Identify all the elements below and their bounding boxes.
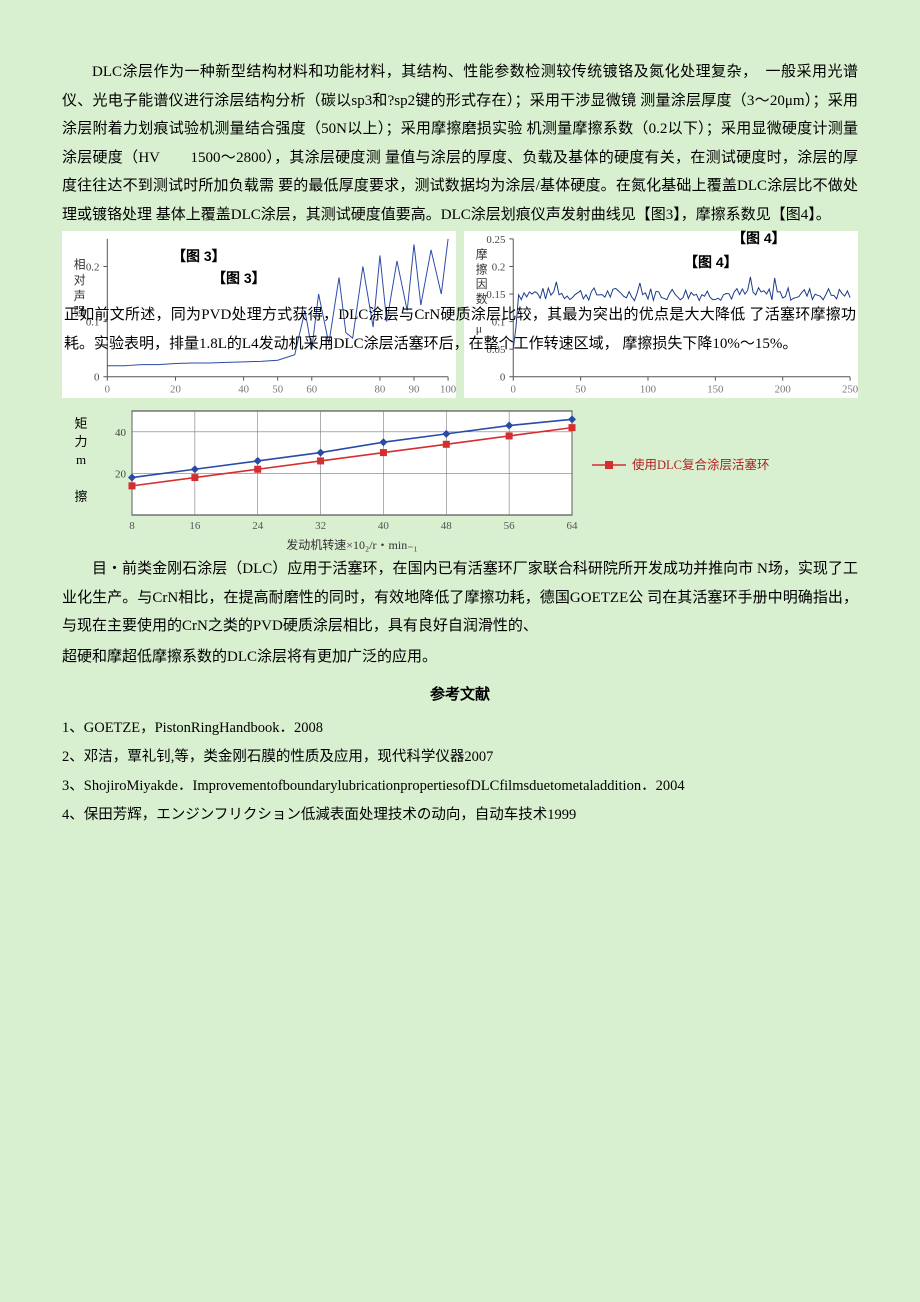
svg-text:50: 50: [575, 384, 586, 396]
svg-text:60: 60: [306, 384, 317, 396]
svg-text:90: 90: [409, 384, 420, 396]
figure-5-ylabel: 矩 力 m 擦: [68, 415, 94, 506]
svg-text:48: 48: [441, 520, 453, 532]
svg-text:0: 0: [94, 372, 99, 384]
svg-text:8: 8: [129, 520, 135, 532]
svg-text:16: 16: [189, 520, 201, 532]
svg-text:0.25: 0.25: [486, 234, 505, 246]
figure-5: 矩 力 m 擦 20 40 8 16 24 32 40 48 56 64 发动机转速×10₂/r・m…: [62, 405, 858, 555]
figure-3-label-dup: 【图 3】: [212, 265, 266, 292]
svg-text:0.2: 0.2: [86, 261, 100, 273]
svg-text:50: 50: [272, 384, 283, 396]
svg-text:发动机转速×10₂/r・min₋₁: 发动机转速×10₂/r・min₋₁: [286, 537, 417, 552]
figures-row: 00.10.20204050608090100相对声强载荷P/N 【图 3】 【…: [62, 231, 858, 401]
svg-text:150: 150: [707, 384, 723, 396]
reference-3: 3、ShojiroMiyakde．Improvementofboundarylu…: [62, 772, 858, 801]
svg-text:56: 56: [504, 520, 515, 532]
svg-text:0: 0: [500, 372, 505, 384]
svg-text:24: 24: [252, 520, 264, 532]
svg-text:因: 因: [476, 277, 488, 291]
figure-4-label-dup: 【图 4】: [684, 249, 738, 276]
paragraph-1: DLC涂层作为一种新型结构材料和功能材料，其结构、性能参数检测较传统镀铬及氮化处…: [62, 58, 858, 229]
reference-2: 2、邓洁，覃礼钊,等，类金刚石膜的性质及应用，现代科学仪器2007: [62, 743, 858, 772]
svg-text:250: 250: [842, 384, 858, 396]
reference-4: 4、保田芳辉，エンジンフリクション低減表面处理技术の动向，自动车技术1999: [62, 801, 858, 830]
svg-text:20: 20: [115, 468, 127, 480]
paragraph-3a: 目・前类金刚石涂层（DLC）应用于活塞环，在国内已有活塞环厂家联合科研院所开发成…: [62, 555, 858, 641]
paragraph-overlay: 正如前文所述，同为PVD处理方式获得，DLC涂层与CrN硬质涂层比较，其最为突出…: [62, 301, 858, 358]
references-heading: 参考文献: [62, 681, 858, 710]
svg-text:40: 40: [378, 520, 390, 532]
svg-text:摩: 摩: [476, 248, 488, 262]
svg-text:80: 80: [375, 384, 386, 396]
reference-1: 1、GOETZE，PistonRingHandbook．2008: [62, 714, 858, 743]
svg-text:对: 对: [74, 273, 86, 287]
svg-text:200: 200: [775, 384, 791, 396]
svg-text:40: 40: [238, 384, 249, 396]
figure-4-label: 【图 4】: [732, 225, 786, 252]
svg-text:32: 32: [315, 520, 326, 532]
svg-text:0: 0: [105, 384, 110, 396]
svg-text:64: 64: [567, 520, 579, 532]
svg-text:100: 100: [440, 384, 456, 396]
svg-text:0.15: 0.15: [486, 289, 505, 301]
svg-text:使用DLC复合涂层活塞环: 使用DLC复合涂层活塞环: [632, 457, 770, 472]
svg-text:100: 100: [640, 384, 656, 396]
svg-text:相: 相: [74, 257, 86, 271]
svg-text:20: 20: [170, 384, 181, 396]
svg-text:40: 40: [115, 427, 127, 439]
svg-text:0.2: 0.2: [492, 261, 506, 273]
svg-text:擦: 擦: [476, 262, 488, 276]
svg-text:0: 0: [511, 384, 516, 396]
svg-text:载荷P/N: 载荷P/N: [257, 397, 299, 398]
paragraph-3b: 超硬和摩超低摩擦系数的DLC涂层将有更加广泛的应用。: [62, 643, 858, 672]
svg-text:时间 / s: 时间 / s: [702, 397, 740, 398]
